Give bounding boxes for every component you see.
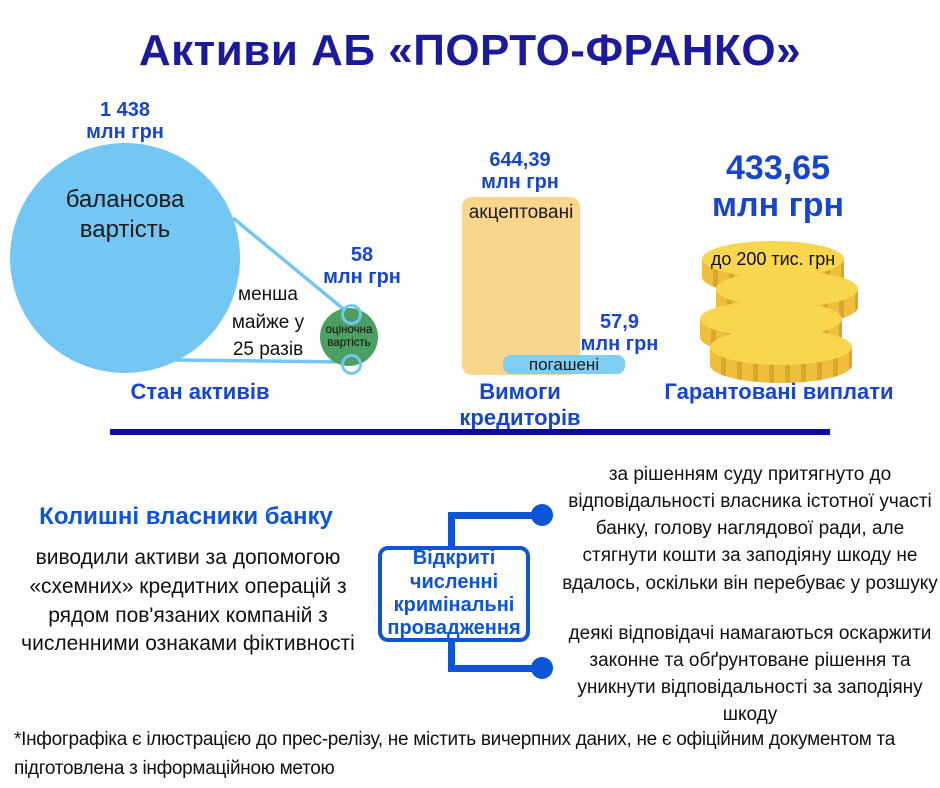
connector-line (448, 640, 455, 672)
guaranteed-number: 433,65 (726, 149, 830, 187)
accepted-claims-amount: 644,39 млн грн (455, 149, 585, 193)
criminal-box-line: Відкриті (412, 547, 496, 570)
coin-icon (710, 329, 852, 383)
coin-note: до 200 тис. грн (710, 248, 836, 269)
section-divider (110, 429, 830, 435)
connector-handle-icon (341, 304, 362, 325)
comparison-note: менша майже у 25 разів (231, 284, 305, 361)
page-title: Активи АБ «ПОРТО-ФРАНКО» (138, 26, 802, 75)
connector-line (448, 512, 538, 519)
book-value-unit: млн грн (86, 121, 164, 143)
assets-caption: Стан активів (130, 379, 270, 404)
book-value-bubble: балансова вартість (10, 143, 240, 373)
appraised-value-unit: млн грн (323, 266, 401, 288)
connector-line (448, 512, 455, 548)
appraised-value-label: оціночна вартість (325, 324, 373, 349)
connector-handle-icon (341, 354, 362, 375)
court-outcome-paragraph-1: за рішенням суду притягнуто до відповіда… (562, 464, 938, 594)
criminal-proceedings-box: Відкриті численні кримінальні провадженн… (378, 546, 530, 642)
guaranteed-amount: 433,65 млн грн (688, 149, 868, 225)
criminal-box-line: провадження (387, 617, 521, 640)
former-owners-paragraph: виводили активи за допомогою «схемних» к… (21, 546, 355, 656)
connector-dot-icon (531, 657, 553, 679)
connector-line (448, 665, 538, 672)
claims-caption: Вимоги кредиторів (459, 379, 581, 430)
book-value-amount: 1 438 млн грн (55, 99, 195, 143)
criminal-box-line: численні (409, 570, 499, 593)
criminal-box-line: кримінальні (393, 594, 515, 616)
accepted-claims-number: 644,39 (489, 149, 551, 171)
guaranteed-caption: Гарантовані виплати (664, 379, 894, 404)
connector-dot-icon (531, 504, 553, 526)
book-value-label: балансова вартість (65, 186, 185, 243)
court-outcome-paragraph-2: деякі відповідачі намагаються оскаржити … (568, 623, 932, 726)
footnote: *Інфографіка є ілюстрацією до прес-реліз… (14, 729, 895, 779)
accepted-claims-unit: млн грн (481, 171, 559, 193)
appraised-value-amount: 58 млн грн (318, 244, 406, 288)
repaid-claims-bar: погашені (503, 355, 625, 374)
accepted-claims-label: акцептовані (468, 202, 574, 223)
accepted-claims-bar: акцептовані (462, 197, 580, 375)
book-value-number: 1 438 (99, 99, 151, 121)
repaid-claims-number: 57,9 (600, 311, 639, 333)
repaid-claims-unit: млн грн (580, 333, 659, 355)
appraised-value-number: 58 (350, 244, 374, 266)
repaid-claims-amount: 57,9 млн грн (572, 311, 667, 355)
guaranteed-unit: млн грн (711, 186, 845, 225)
former-owners-heading: Колишні власники банку (39, 503, 333, 530)
